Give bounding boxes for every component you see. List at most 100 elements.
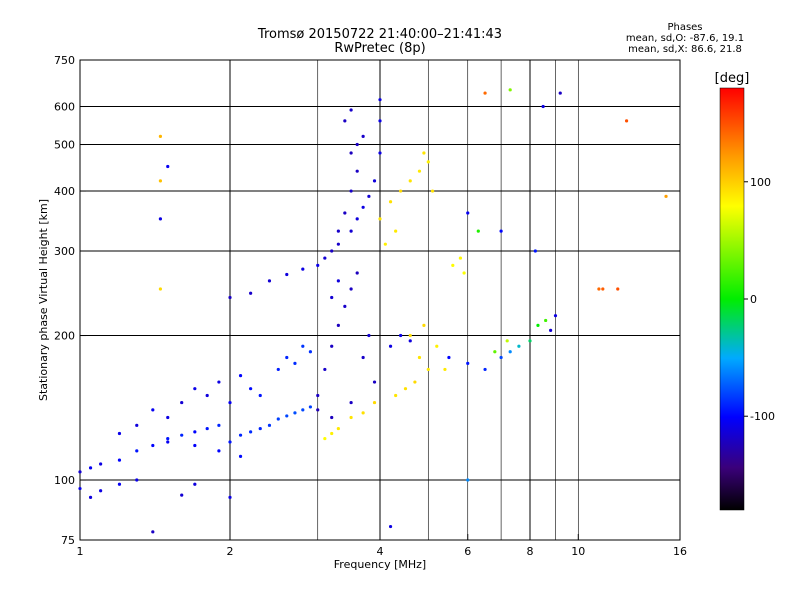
data-point bbox=[558, 91, 562, 95]
data-point bbox=[228, 440, 232, 444]
data-point bbox=[343, 304, 347, 309]
data-point bbox=[435, 344, 439, 348]
data-point bbox=[217, 423, 221, 427]
y-tick-label: 600 bbox=[54, 101, 75, 114]
data-point bbox=[258, 393, 262, 398]
data-point bbox=[378, 151, 382, 155]
data-point bbox=[323, 436, 327, 441]
data-point bbox=[343, 119, 347, 123]
phase-stats-heading: Phases bbox=[667, 22, 703, 33]
data-point bbox=[388, 524, 393, 529]
data-point bbox=[285, 414, 289, 418]
data-point bbox=[349, 151, 353, 155]
data-point bbox=[336, 242, 340, 246]
data-point bbox=[426, 367, 430, 372]
data-point bbox=[205, 393, 209, 398]
colorbar-label: [deg] bbox=[715, 71, 750, 86]
data-point bbox=[355, 169, 359, 173]
data-point bbox=[78, 486, 82, 491]
data-point bbox=[403, 387, 408, 391]
data-point bbox=[476, 229, 480, 233]
y-tick-label: 400 bbox=[54, 185, 75, 198]
data-point bbox=[462, 271, 466, 275]
data-point bbox=[258, 426, 262, 431]
data-point bbox=[135, 449, 139, 453]
data-point bbox=[228, 495, 232, 500]
y-tick-label: 300 bbox=[54, 245, 75, 258]
data-point bbox=[276, 367, 280, 372]
data-point bbox=[426, 160, 430, 164]
data-point bbox=[664, 194, 668, 198]
x-tick-label: 16 bbox=[673, 545, 687, 558]
data-point bbox=[394, 229, 398, 233]
colorbar-ticks: 100 0 -100 bbox=[744, 176, 775, 423]
data-point bbox=[408, 333, 412, 338]
data-point bbox=[276, 417, 280, 421]
data-point bbox=[78, 470, 82, 474]
data-point bbox=[217, 380, 221, 384]
x-tick-label: 2 bbox=[227, 545, 234, 558]
data-point bbox=[399, 333, 403, 338]
data-point bbox=[430, 189, 435, 193]
data-point bbox=[330, 415, 334, 420]
x-tick-label: 1 bbox=[77, 545, 84, 558]
data-point bbox=[447, 355, 451, 360]
data-point bbox=[508, 88, 512, 92]
data-point bbox=[249, 387, 253, 391]
data-point bbox=[180, 433, 184, 437]
colorbar-tick-label: 100 bbox=[750, 176, 771, 189]
data-point bbox=[158, 179, 163, 183]
data-point bbox=[388, 344, 393, 348]
data-point bbox=[193, 443, 197, 448]
data-point bbox=[372, 179, 377, 183]
data-point bbox=[528, 339, 532, 343]
data-point bbox=[466, 478, 470, 482]
data-point bbox=[417, 169, 422, 173]
data-point bbox=[117, 458, 122, 462]
phase-stats: Phases mean, sd,O: -87.6, 19.1 mean, sd,… bbox=[610, 22, 760, 55]
data-point bbox=[483, 367, 487, 372]
data-point bbox=[180, 400, 184, 405]
data-point bbox=[422, 151, 426, 155]
data-point bbox=[616, 287, 620, 291]
data-point bbox=[166, 164, 170, 169]
data-point bbox=[238, 454, 243, 459]
data-point bbox=[361, 355, 365, 360]
data-point bbox=[193, 482, 197, 486]
data-point bbox=[349, 189, 353, 193]
data-point bbox=[117, 482, 122, 486]
y-tick-label: 750 bbox=[54, 54, 75, 67]
grid-layer bbox=[80, 60, 680, 540]
data-point bbox=[451, 263, 455, 267]
data-point bbox=[349, 108, 353, 112]
x-tick-label: 8 bbox=[527, 545, 534, 558]
data-point bbox=[367, 333, 371, 338]
data-point bbox=[355, 271, 359, 275]
data-point bbox=[361, 205, 365, 209]
data-point bbox=[343, 211, 347, 215]
data-point bbox=[399, 189, 403, 193]
data-point bbox=[505, 339, 509, 343]
data-point bbox=[355, 142, 359, 147]
data-point bbox=[217, 449, 221, 453]
data-point bbox=[483, 91, 487, 95]
data-point bbox=[361, 411, 365, 415]
data-point bbox=[228, 295, 232, 300]
data-point bbox=[413, 380, 417, 384]
data-point bbox=[330, 295, 334, 300]
data-point bbox=[193, 430, 197, 434]
data-point bbox=[238, 374, 243, 378]
data-point bbox=[549, 328, 553, 332]
data-point bbox=[330, 431, 334, 436]
point-layer bbox=[78, 88, 668, 534]
data-point bbox=[443, 367, 447, 372]
data-point bbox=[316, 393, 320, 398]
y-tick-label: 100 bbox=[54, 474, 75, 487]
data-point bbox=[536, 323, 540, 327]
data-point bbox=[267, 423, 272, 427]
data-point bbox=[493, 350, 497, 354]
data-point bbox=[301, 267, 305, 271]
data-point bbox=[336, 279, 340, 283]
data-point bbox=[372, 380, 377, 384]
